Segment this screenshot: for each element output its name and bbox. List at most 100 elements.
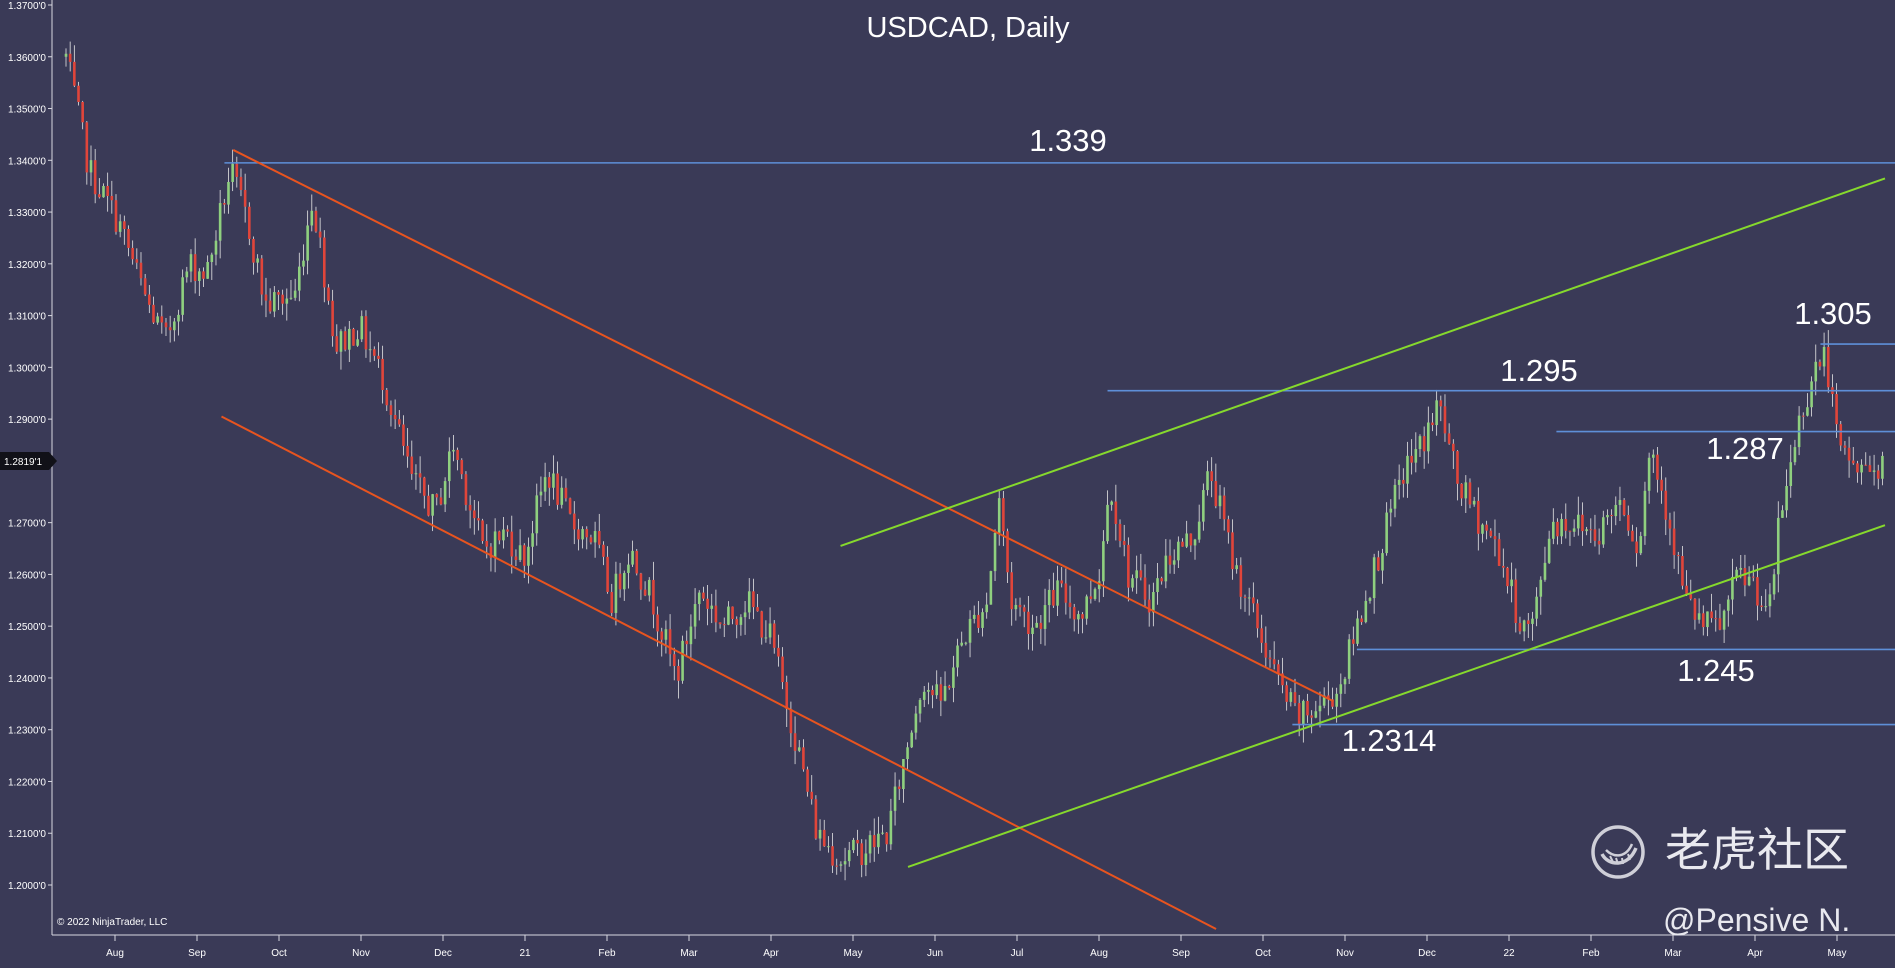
candle-body [422,477,426,496]
candle-body [1826,346,1830,388]
current-price-marker: 1.2819'1 [0,452,57,471]
candle-body [872,835,876,848]
candle-body [1710,611,1713,619]
candle-body [1456,451,1459,484]
candle-body [435,494,439,498]
candle-body [1714,618,1718,620]
candle-body [335,336,339,352]
candle-body [1052,589,1055,606]
candle-body [852,839,855,851]
candle-body [1635,541,1638,554]
candle-body [1518,623,1522,632]
candle-body [1314,711,1318,718]
candle-body [660,631,664,640]
candle-body [668,629,672,655]
candle-body [1743,568,1747,586]
candle-body [68,53,72,62]
level-label-1-2314: 1.2314 [1342,723,1437,758]
candle-body [1556,521,1559,537]
candle-body [935,684,939,696]
candle-body [1431,422,1434,426]
candle-body [314,210,318,232]
candle-body [322,237,326,288]
candle-body [572,513,576,530]
candle-body [1764,606,1768,608]
x-tick-label: Oct [271,948,287,959]
x-tick-label: Aug [1090,948,1108,959]
watermark-brand: 老虎社区 [1665,824,1849,876]
candle-body [1002,498,1005,532]
x-tick-label: May [844,948,863,959]
candle-body [506,529,509,532]
candle-body [268,300,272,312]
candle-body [177,314,180,322]
candle-body [1227,519,1230,533]
candle-body [1222,495,1226,520]
candle-body [89,160,93,173]
candle-body [752,591,755,608]
candle-body [1510,579,1513,587]
candle-body [1306,700,1309,716]
candle-body [456,449,459,460]
candle-body [1022,607,1026,612]
candle-body [1243,596,1247,598]
x-tick-label: Jul [1011,948,1024,959]
candle-body [285,298,289,304]
candle-body [1414,449,1418,463]
candle-body [1281,673,1284,686]
candle-body [577,529,580,540]
candle-body [739,617,743,625]
candle-body [1406,455,1409,484]
x-tick-label: Apr [1747,948,1763,959]
candle-body [860,843,864,866]
candle-body [1260,628,1263,643]
candle-body [1560,518,1563,537]
candle-body [1297,703,1301,726]
candle-body [248,206,251,239]
candle-body [831,846,834,866]
candle-body [360,316,364,340]
trendline-3 [840,177,1886,547]
candle-body [1472,500,1476,505]
candle-body [1135,570,1138,579]
candle-body [1514,579,1518,624]
candle-body [864,853,868,866]
candle-body [1660,479,1663,491]
candle-body [1681,556,1684,586]
candle-body [885,832,889,845]
candle-body [527,546,530,566]
candle-body [647,579,651,596]
candle-body [364,316,368,350]
candle-body [460,459,464,475]
level-label-1-287: 1.287 [1706,431,1784,466]
x-tick-label: Mar [680,948,698,959]
candle-body [1285,685,1288,702]
candle-body [777,647,780,657]
candle-body [377,355,380,359]
candle-body [1860,464,1863,473]
x-tick-label: Sep [1172,948,1190,959]
candle-body [1335,693,1338,707]
candle-body [1210,471,1213,482]
candle-body [877,833,880,848]
candle-body [1202,490,1205,522]
candle-body [173,321,176,331]
candle-body [447,451,451,482]
y-tick-label: 1.2700'0 [8,519,46,530]
candle-body [614,573,618,613]
candle-body [939,684,943,701]
candle-body [1572,528,1576,532]
candle-body [1293,692,1297,704]
candle-body [802,747,805,770]
candle-body [1464,482,1468,499]
candle-body [785,682,789,709]
candle-body [502,529,505,541]
y-tick-label: 1.3100'0 [8,312,46,323]
x-tick-label: Aug [106,948,124,959]
candle-body [1264,642,1268,658]
candle-body [956,645,959,668]
candle-body [143,278,147,295]
candle-body [118,221,122,232]
candle-body [997,498,1001,533]
